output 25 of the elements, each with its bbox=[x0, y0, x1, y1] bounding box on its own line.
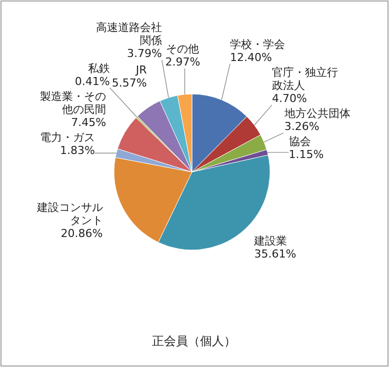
slice-label: 電力・ガス bbox=[40, 130, 95, 144]
data-label: 12.40% bbox=[230, 50, 272, 64]
slice-label: 協会 bbox=[288, 134, 311, 148]
data-label: 20.86% bbox=[60, 227, 103, 240]
data-label: 2.97% bbox=[165, 55, 200, 68]
text: 正会員（個人） bbox=[152, 334, 236, 348]
data-label: 35.61% bbox=[254, 247, 296, 260]
slice-label: 製造業・その他の民間 bbox=[40, 90, 106, 116]
data-label: 5.57% bbox=[112, 76, 147, 90]
slice-label: 地方公共団体 bbox=[283, 106, 350, 120]
data-label: 3.79% bbox=[126, 46, 162, 60]
slice-label: 学校・学会 bbox=[230, 38, 285, 51]
slice-label: 高速道路会社関係 bbox=[96, 20, 162, 47]
slice-label: その他 bbox=[166, 42, 200, 56]
data-label: 1.83% bbox=[60, 144, 95, 157]
data-label: 7.45% bbox=[71, 116, 106, 129]
slice-label: 私鉄 bbox=[88, 62, 110, 75]
slice-label: 建設業 bbox=[253, 234, 288, 248]
data-label: 4.70% bbox=[272, 92, 307, 105]
slice-label: JR bbox=[134, 64, 148, 77]
slice-label: 官庁・独立行政法人 bbox=[272, 66, 338, 92]
data-label: 3.26% bbox=[284, 120, 320, 133]
slice-label: 建設コンサルタント bbox=[36, 201, 103, 228]
data-label: 0.41% bbox=[74, 74, 110, 88]
data-label: 1.15% bbox=[288, 148, 324, 161]
